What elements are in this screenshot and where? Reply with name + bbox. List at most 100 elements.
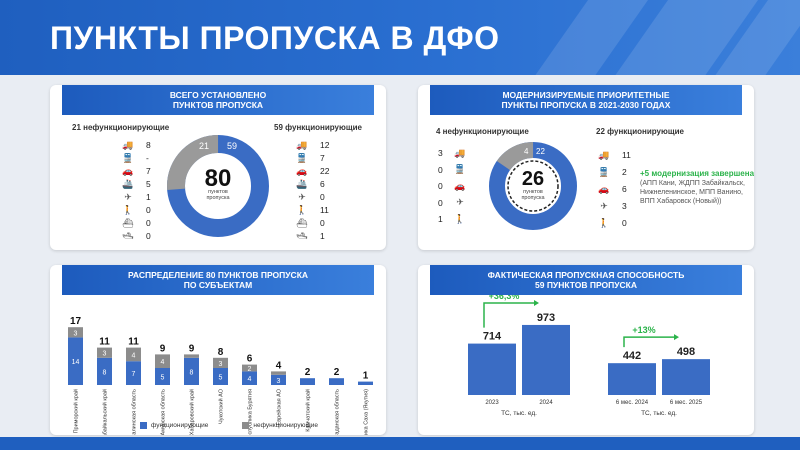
train-icon: 🚆 [296, 152, 308, 163]
bar-functioning [358, 381, 373, 385]
pedestrian-icon: 🚶 [122, 204, 134, 215]
legend-swatch-gray [242, 422, 250, 429]
panel-distribution: РАСПРЕДЕЛЕНИЕ 80 ПУНКТОВ ПРОПУСКА ПО СУБЪ… [50, 265, 386, 435]
panel-total-checkpoints: ВСЕГО УСТАНОВЛЕНО ПУНКТОВ ПРОПУСКА 21 неф… [50, 85, 386, 250]
ship-icon: 🚢 [122, 178, 134, 189]
transport-row: 🚗 22 [294, 165, 332, 177]
panel-title-line2: ПО СУБЪЕКТАМ [183, 280, 253, 290]
bar-functioning [97, 357, 112, 385]
transport-row: 3 🚚 [438, 147, 468, 159]
pedestrian-icon: 🚶 [296, 204, 308, 215]
footer-bar [0, 437, 800, 450]
transport-count: 8 [146, 140, 151, 150]
transport-count: 0 [438, 181, 443, 191]
segment-label: 14 [72, 359, 80, 366]
bar-total-label: 1 [363, 371, 369, 382]
bar-nonfunctioning [242, 364, 257, 372]
transport-count: 0 [320, 192, 325, 202]
header-banner: ПУНКТЫ ПРОПУСКА В ДФО [0, 0, 800, 75]
car-icon: 🚗 [296, 165, 308, 176]
bar-total-label: 9 [160, 343, 166, 354]
panel-title: ВСЕГО УСТАНОВЛЕНО ПУНКТОВ ПРОПУСКА [62, 85, 374, 115]
segment-label: 5 [161, 375, 165, 382]
panel-title: РАСПРЕДЕЛЕНИЕ 80 ПУНКТОВ ПРОПУСКА ПО СУБЪ… [62, 265, 374, 295]
legend-label: нефункционирующие [253, 422, 319, 429]
bar-nonfunctioning [97, 347, 112, 358]
capacity-bar [468, 343, 516, 395]
plane-icon: ✈ [600, 200, 608, 211]
capacity-bar-charts: 714 2023 973 2024 +36,3% ТС, тыс. ед. 442 6 мес… [468, 295, 710, 417]
center-caption-line1: пунктов [208, 189, 228, 195]
donut-functioning-value: 59 [227, 141, 237, 151]
boat-icon: 🛥 [296, 230, 308, 241]
segment-label: 3 [219, 361, 223, 368]
transport-row: 🚚 8 [120, 139, 158, 151]
transport-row: 🚚 11 [596, 149, 634, 161]
transport-count: 6 [320, 179, 325, 189]
transport-count: 22 [320, 166, 330, 176]
functioning-label: 59 функционирующие [274, 123, 362, 132]
category-label: Забайкальский край [102, 389, 109, 435]
segment-label: 8 [190, 369, 194, 376]
category-label: 2023 [485, 400, 499, 406]
donut-nonfunctioning-value: 4 [524, 147, 529, 156]
segment-label: 4 [161, 359, 165, 366]
car-icon: 🚗 [122, 165, 134, 176]
pedestrian-icon: 🚶 [454, 213, 466, 224]
transport-row: ⛴ 0 [294, 217, 332, 229]
pedestrian-icon: 🚶 [598, 217, 610, 228]
bar-total-label: 11 [99, 337, 110, 348]
bar-total-label: 8 [218, 347, 224, 358]
legend-functioning: функционирующие [140, 422, 208, 429]
bar-functioning [329, 378, 344, 385]
category-label: Хабаровский край [189, 389, 196, 435]
capacity-bar [522, 324, 570, 395]
bar-nonfunctioning [126, 347, 141, 362]
bar-nonfunctioning [271, 371, 286, 375]
transport-count: 3 [438, 148, 443, 158]
unit-label: ТС, тыс. ед. [501, 410, 537, 417]
transport-count: 7 [320, 153, 325, 163]
panel-title-line1: ВСЕГО УСТАНОВЛЕНО [169, 90, 267, 100]
donut-chart-modernized: 4 22 [489, 142, 577, 230]
ship-icon: 🚢 [296, 178, 308, 189]
growth-arrow [623, 336, 674, 348]
transport-row: 🚆 7 [294, 152, 332, 164]
bar-functioning [184, 357, 199, 385]
transport-count: - [146, 153, 149, 163]
donut-center-caption: пунктов пропуска [198, 189, 238, 201]
transport-count: 0 [622, 218, 627, 228]
bar-functioning [126, 361, 141, 385]
bar-nonfunctioning [184, 354, 199, 358]
segment-label: 8 [103, 369, 107, 376]
transport-count: 0 [146, 231, 151, 241]
category-label: 2024 [539, 400, 553, 406]
transport-row: ⛴ 0 [120, 217, 158, 229]
category-label: Сахалинская область [132, 389, 138, 435]
plane-icon: ✈ [124, 191, 132, 202]
category-label: Магаданская область [335, 389, 341, 435]
transport-row: 🚶 11 [294, 204, 332, 216]
donut-center-value: 80 [204, 165, 232, 192]
bar-nonfunctioning [155, 354, 170, 368]
transport-count: 3 [622, 201, 627, 211]
plane-icon: ✈ [456, 197, 464, 207]
bar-total-label: 2 [334, 367, 340, 378]
panel-modernized-checkpoints: МОДЕРНИЗИРУЕМЫЕ ПРИОРИТЕТНЫЕ ПУНКТЫ ПРОПУ… [418, 85, 754, 250]
transport-count: 1 [320, 231, 325, 241]
bar-value-label: 442 [623, 350, 641, 362]
transport-row: 🚆 - [120, 152, 158, 164]
bar-functioning [213, 368, 228, 385]
bar-functioning [271, 374, 286, 385]
modernization-note-body: (АПП Кани, ЖДПП Забайкальск, Нижнеленинс… [640, 180, 745, 205]
plane-icon: ✈ [298, 191, 306, 202]
category-label: Приморский край [73, 389, 80, 433]
transport-row: 0 🚆 [438, 164, 468, 176]
donut-center-value: 26 [521, 168, 545, 190]
panel-title-line2: ПУНКТЫ ПРОПУСКА В 2021-2030 ГОДАХ [501, 100, 671, 110]
growth-arrow [483, 302, 534, 328]
transport-count: 2 [622, 167, 627, 177]
bar-value-label: 498 [677, 346, 695, 358]
segment-label: 3 [103, 351, 107, 358]
segment-label: 3 [74, 330, 78, 337]
